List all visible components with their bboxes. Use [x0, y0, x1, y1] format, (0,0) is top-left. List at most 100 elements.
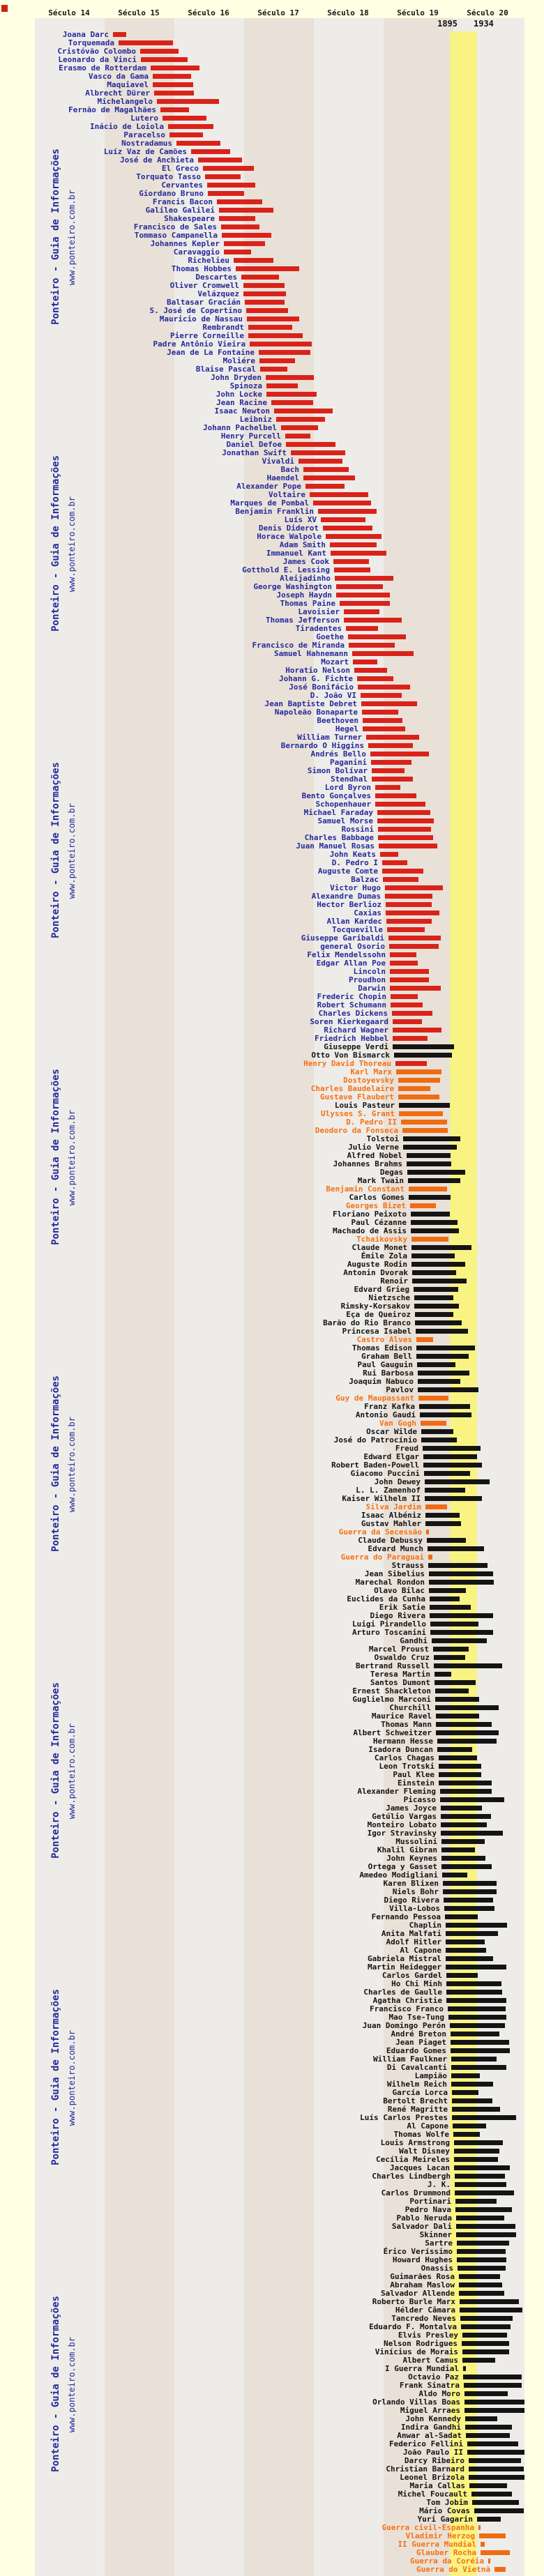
lifespan-bar — [414, 1287, 458, 1292]
sidebar-site-url: www.ponteiro.com.br — [67, 1110, 77, 1206]
lifespan-bar — [368, 743, 413, 748]
person-label: Beethoven — [317, 716, 358, 725]
lifespan-bar — [418, 1371, 469, 1375]
person-label: Paul Gauguin — [357, 1360, 413, 1369]
lifespan-bar — [428, 1555, 432, 1560]
person-label: Torquemada — [68, 38, 114, 47]
person-label: Edvard Munch — [368, 1544, 423, 1553]
person-label: Al Capone — [400, 1946, 441, 1955]
lifespan-bar — [176, 141, 220, 146]
person-label: Chaplin — [409, 1921, 441, 1930]
person-label: Benjamin Franklin — [235, 507, 314, 516]
person-label: Sartre — [425, 2239, 453, 2248]
lifespan-bar — [446, 1973, 478, 1978]
person-label: Lutero — [130, 114, 158, 123]
person-label: Claude Monet — [352, 1243, 407, 1252]
person-label: Wilhelm Reich — [386, 2080, 447, 2089]
person-label: William Turner — [297, 733, 362, 742]
lifespan-bar — [494, 2567, 506, 2572]
lifespan-bar — [382, 860, 407, 865]
lifespan-bar — [430, 1596, 460, 1601]
person-label: Bach — [280, 465, 300, 474]
person-label: Jean Racine — [216, 398, 267, 407]
lifespan-bar — [393, 1028, 441, 1032]
person-label: Pablo Neruda — [396, 2213, 452, 2223]
person-label: Paul Cézanne — [351, 1218, 407, 1227]
person-label: Rimsky-Korsakov — [340, 1302, 410, 1311]
lifespan-bar — [340, 601, 390, 606]
person-label: Robert Baden-Powell — [331, 1461, 419, 1470]
lifespan-bar — [401, 1120, 447, 1125]
lifespan-bar — [154, 91, 194, 96]
person-label: Lincoln — [353, 967, 386, 976]
person-label: Howard Hughes — [392, 2255, 453, 2264]
lifespan-bar — [441, 1831, 503, 1836]
person-label: Jean Baptiste Debret — [264, 699, 357, 708]
lifespan-bar — [451, 2065, 506, 2070]
lifespan-bar — [160, 107, 189, 112]
person-label: Rui Barbosa — [363, 1369, 414, 1378]
lifespan-bar — [456, 2216, 504, 2220]
century-band — [174, 18, 244, 2576]
person-label: John Keats — [329, 850, 376, 859]
person-label: Hector Berlioz — [317, 900, 381, 909]
person-label: Euclides da Cunha — [347, 1594, 425, 1603]
person-label: Charles Babbage — [304, 833, 374, 842]
lifespan-bar — [271, 400, 313, 405]
lifespan-bar — [346, 626, 378, 631]
person-label: Adam Smith — [279, 540, 326, 549]
sidebar-site-url: www.ponteiro.com.br — [67, 1723, 77, 1820]
person-label: Eça de Queiroz — [346, 1310, 411, 1319]
century-label: Século 14 — [48, 8, 90, 17]
lifespan-bar — [441, 1856, 485, 1861]
lifespan-bar — [318, 509, 377, 514]
person-label: El Greco — [162, 164, 199, 173]
highlight-end-year-label: 1934 — [474, 19, 494, 29]
lifespan-bar — [455, 2174, 505, 2179]
lifespan-bar — [441, 1864, 492, 1869]
lifespan-bar — [421, 1438, 457, 1442]
lifespan-bar — [456, 2232, 516, 2237]
person-label: Moliére — [222, 356, 255, 365]
person-label: Castro Alves — [356, 1335, 412, 1344]
lifespan-bar — [462, 2333, 507, 2338]
lifespan-bar — [437, 1747, 472, 1752]
lifespan-bar — [398, 1095, 439, 1099]
person-label: Fernão de Magalhães — [68, 105, 156, 114]
lifespan-bar — [429, 1571, 493, 1576]
person-label: André Breton — [391, 2029, 446, 2038]
person-label: Johann Pachelbel — [203, 423, 277, 432]
person-label: Giordano Bruno — [139, 189, 204, 198]
lifespan-bar — [352, 651, 414, 656]
person-label: Juan Domingo Perón — [362, 2021, 446, 2030]
lifespan-bar — [446, 1931, 498, 1936]
person-label: II Guerra Mundial — [398, 2540, 476, 2549]
person-label: Yuri Gagarin — [417, 2515, 473, 2524]
person-label: Leon Trotski — [379, 1762, 435, 1771]
person-label: Miguel Arraes — [400, 2406, 460, 2415]
person-label: Stendhal — [331, 775, 368, 784]
person-label: Cristóvão Colombo — [57, 47, 136, 56]
lifespan-bar — [208, 191, 244, 196]
lifespan-bar — [331, 551, 386, 556]
person-label: Salvador Allende — [381, 2289, 455, 2298]
lifespan-bar — [435, 1697, 479, 1702]
person-label: George Washington — [253, 582, 332, 591]
person-label: Onassis — [421, 2264, 453, 2273]
person-label: Andrés Bello — [310, 749, 366, 759]
person-label: Henry Purcell — [220, 432, 281, 441]
lifespan-bar — [203, 166, 254, 171]
lifespan-bar — [457, 2249, 506, 2254]
person-label: Gotthold E. Lessing — [242, 565, 330, 574]
lifespan-bar — [402, 1128, 448, 1133]
lifespan-bar — [464, 2400, 524, 2404]
person-label: Horatio Nelson — [285, 666, 350, 675]
person-label: Darcy Ribeiro — [404, 2456, 464, 2465]
person-label: Samuel Morse — [317, 816, 373, 825]
person-label: Spinoza — [229, 381, 262, 390]
person-label: Guimarães Rosa — [390, 2272, 455, 2281]
person-label: Thomas Mann — [381, 1720, 432, 1729]
lifespan-bar — [465, 2425, 512, 2430]
lifespan-bar — [163, 116, 206, 121]
person-label: John Locke — [216, 390, 262, 399]
